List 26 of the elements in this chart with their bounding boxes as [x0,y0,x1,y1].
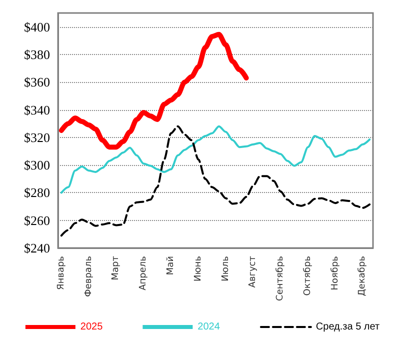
x-tick-label: Август [248,256,258,288]
x-tick-label: Сентябрь [276,256,286,301]
y-tick-label: $320 [24,130,50,145]
y-tick-label: $280 [24,185,50,200]
x-tick-label: Январь [56,256,66,290]
y-tick-label: $340 [24,102,50,118]
y-tick-label: $240 [24,240,50,256]
x-tick-label: Апрель [138,256,149,290]
x-tick-label: Май [166,256,176,276]
line-series [60,125,371,237]
legend-label: Сред.за 5 лет [316,322,380,332]
x-tick-label: Октябрь [302,256,313,296]
x-tick-label: Ноябрь [330,256,340,290]
text: 2025 [80,322,104,332]
x-tick-label: Февраль [84,256,94,297]
x-tick-label: Июль [220,256,231,282]
x-tick-label: Март [111,256,122,280]
y-tick-label: $380 [24,46,50,62]
y-tick-label: $400 [24,19,50,34]
x-tick-label: Июнь [193,256,204,282]
legend-label: 2024 [198,322,220,332]
line-series [60,125,371,194]
y-tick-label: $260 [24,212,50,228]
x-tick-label: Декабрь [358,256,368,296]
y-tick-label: $300 [24,158,50,173]
y-tick-label: $360 [24,74,50,90]
